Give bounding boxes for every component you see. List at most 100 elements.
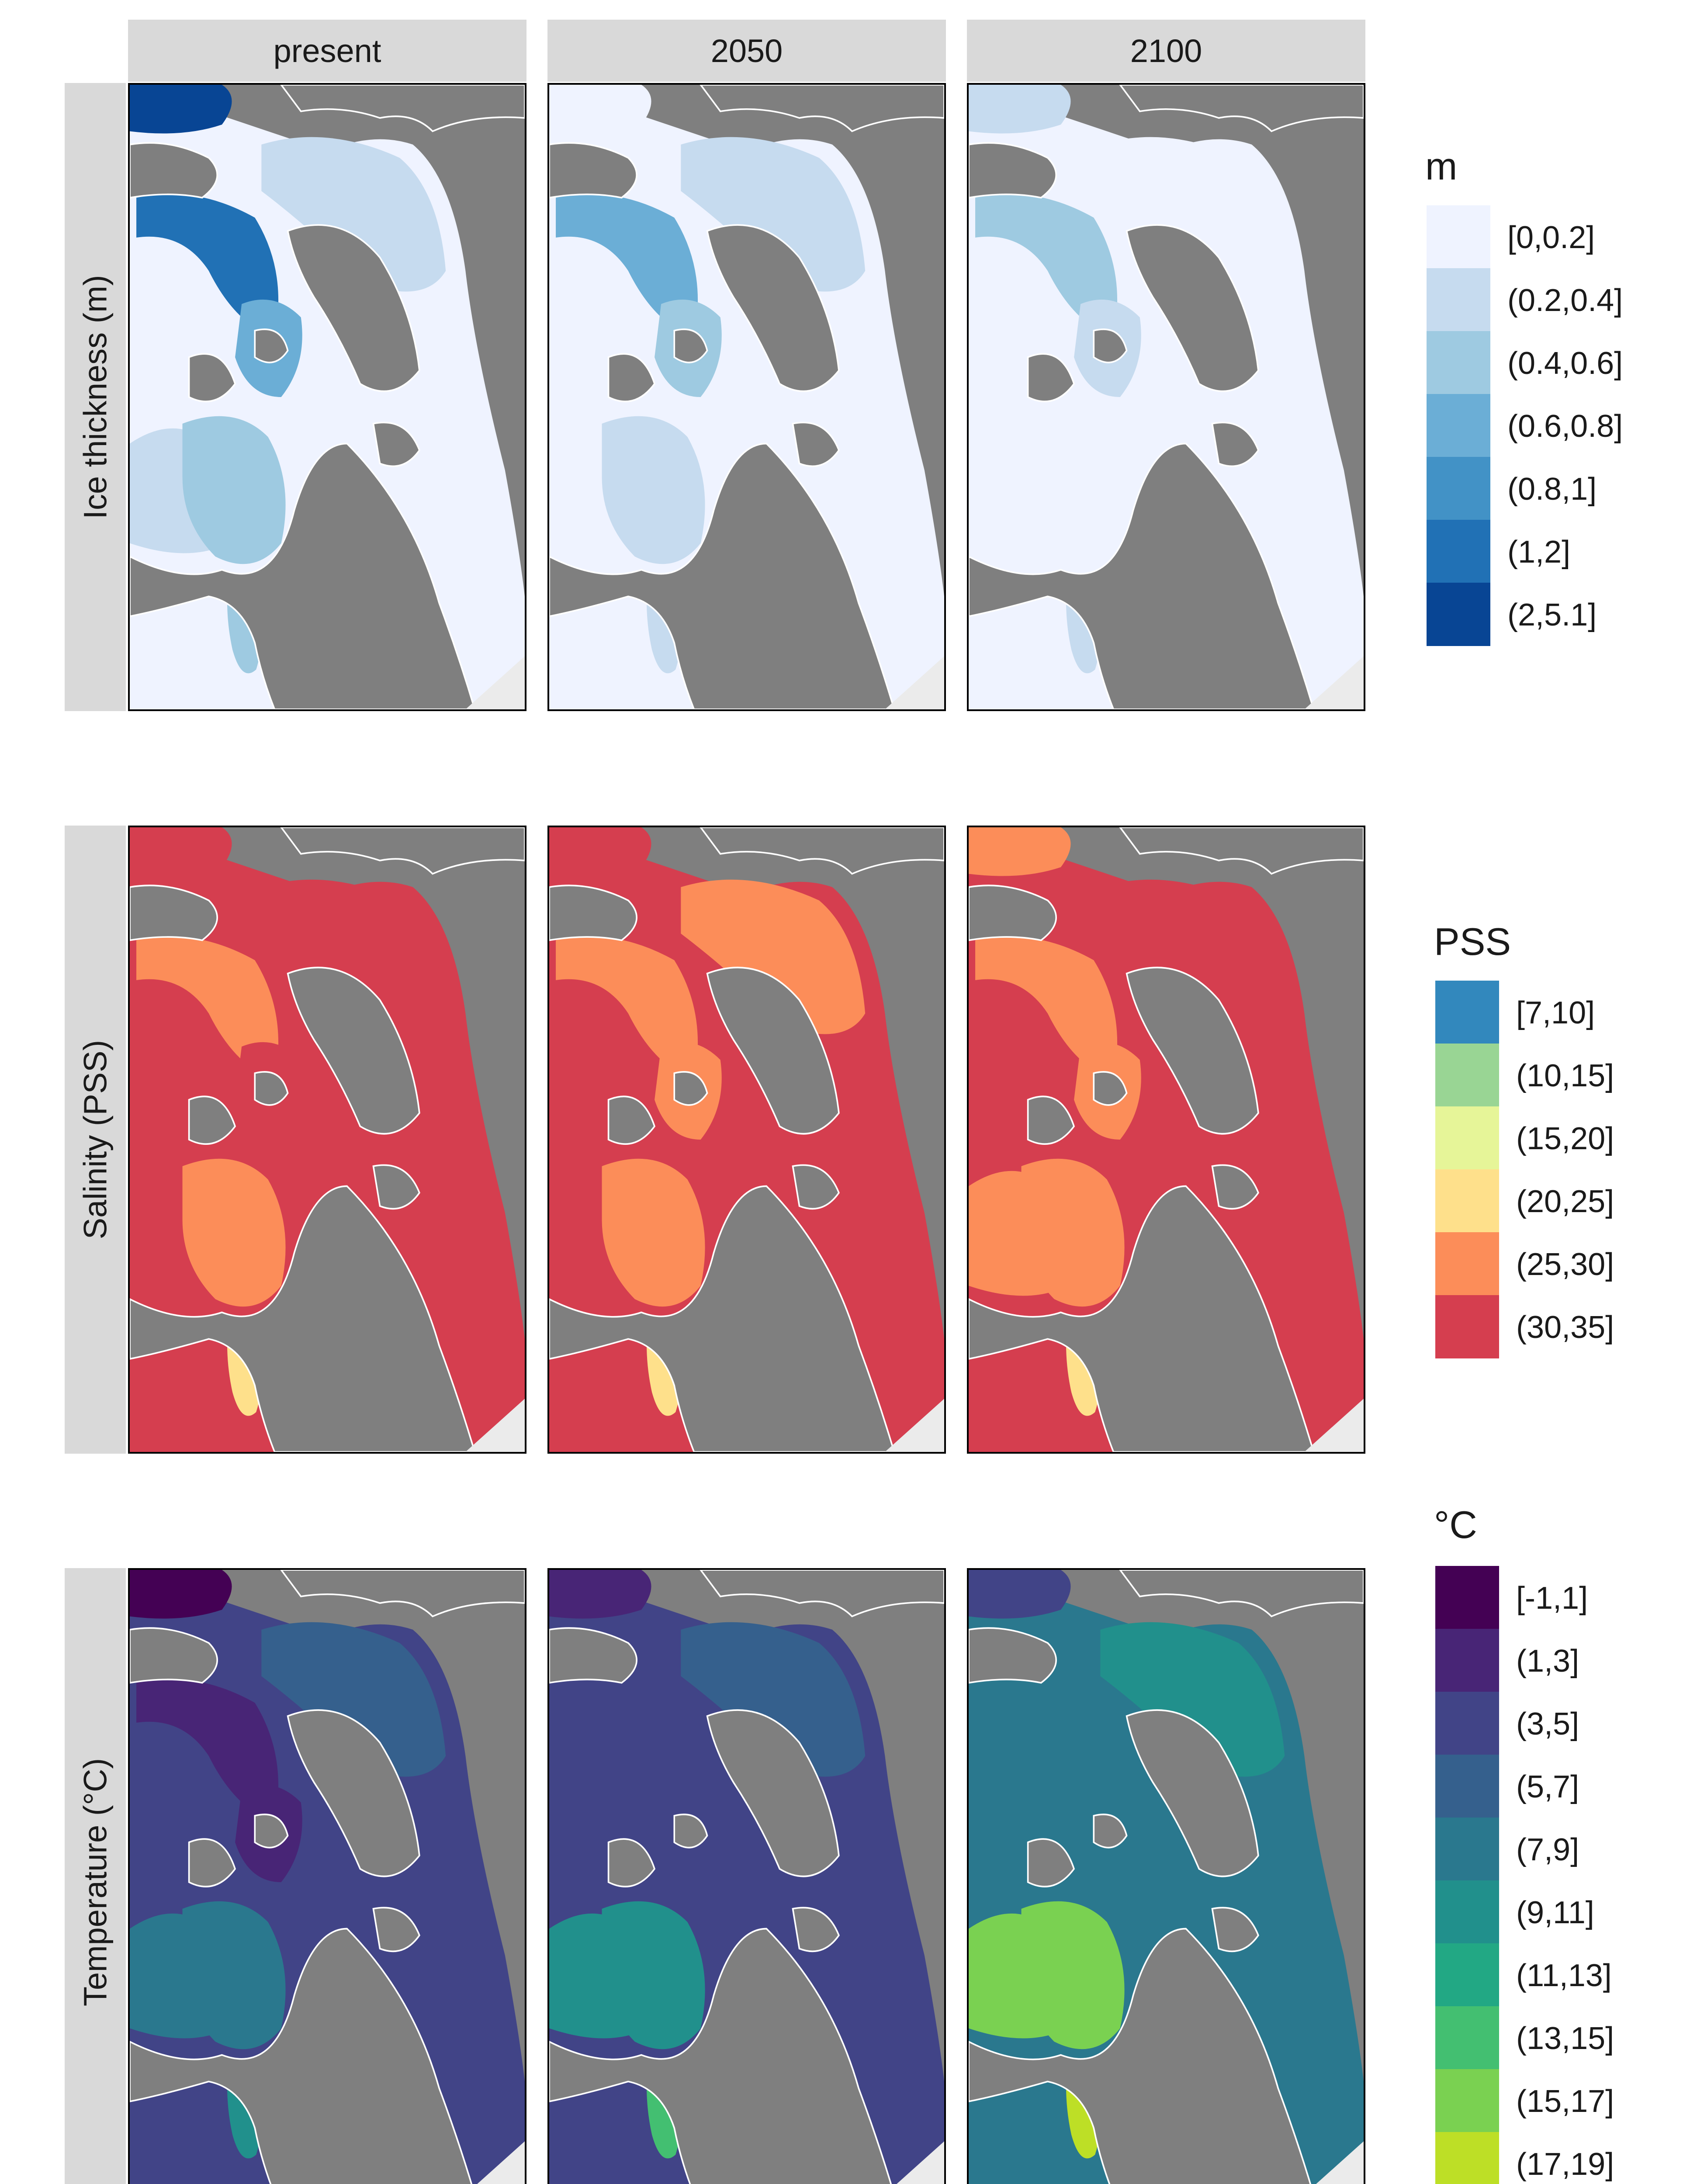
legend-key-label: (2,5.1] bbox=[1507, 598, 1597, 632]
legend-key-swatch bbox=[1427, 583, 1490, 646]
land-mass bbox=[280, 827, 525, 875]
legend-key-label: (1,3] bbox=[1516, 1644, 1579, 1679]
legend-key-label: (0.4,0.6] bbox=[1507, 346, 1623, 381]
legend-key-label: (15,17] bbox=[1516, 2084, 1614, 2119]
land-mass bbox=[706, 224, 840, 392]
map-svg bbox=[130, 1570, 525, 2184]
column-label: 2050 bbox=[710, 32, 783, 69]
land-mass bbox=[792, 422, 840, 467]
land-mass bbox=[549, 1928, 892, 2184]
row-strip-temperature: Temperature (°C) bbox=[65, 1568, 126, 2184]
legend-key-swatch bbox=[1427, 331, 1490, 394]
water-region-channel bbox=[556, 936, 698, 1080]
column-strip-2100: 2100 bbox=[967, 20, 1365, 82]
land-mass bbox=[130, 1627, 218, 1684]
legend-key-label: (3,5] bbox=[1516, 1707, 1579, 1742]
land-mass bbox=[700, 827, 944, 875]
water-region-bay bbox=[182, 1901, 286, 2049]
land-mass bbox=[549, 885, 637, 941]
water-region-centralsea bbox=[681, 1622, 866, 1777]
column-label: 2100 bbox=[1130, 32, 1202, 69]
water-region-nw bbox=[549, 1570, 651, 1619]
land-mass bbox=[188, 1095, 236, 1145]
land-mass bbox=[607, 1838, 656, 1887]
land-mass bbox=[188, 1838, 236, 1887]
legend-key-label: (7,9] bbox=[1516, 1832, 1579, 1867]
land-mass bbox=[1027, 1095, 1075, 1145]
land-mass bbox=[549, 1627, 637, 1684]
water-region-nw bbox=[130, 1570, 232, 1619]
land-mass bbox=[700, 1570, 944, 1617]
legend-key-swatch bbox=[1435, 2006, 1499, 2070]
land-mass bbox=[549, 442, 895, 709]
legend-key-swatch bbox=[1427, 205, 1490, 269]
water-region-centralsea bbox=[681, 879, 866, 1034]
legend-key-swatch bbox=[1427, 457, 1490, 520]
water-region-bay bbox=[1021, 416, 1125, 564]
legend-key-swatch bbox=[1435, 1755, 1499, 1818]
water-region-centralsea bbox=[261, 1622, 446, 1777]
land-mass bbox=[969, 1627, 1057, 1684]
land-mass bbox=[287, 967, 420, 1135]
legend-key-swatch bbox=[1435, 2069, 1499, 2132]
land-mass bbox=[130, 885, 218, 941]
water-region-bay bbox=[1021, 1158, 1125, 1307]
legend-key-swatch bbox=[1435, 1295, 1499, 1358]
water-region-channel bbox=[556, 1679, 698, 1823]
land-mass bbox=[549, 142, 637, 199]
legend-key-label: (0.8,1] bbox=[1507, 472, 1597, 507]
map-panel-ice-2100 bbox=[967, 83, 1365, 711]
land-mass bbox=[969, 1928, 1312, 2184]
land-mass bbox=[287, 224, 420, 392]
legend-key-swatch bbox=[1435, 1044, 1499, 1107]
map-panel-temperature-present bbox=[128, 1568, 526, 2184]
land-mass bbox=[1126, 967, 1259, 1135]
water-region-channel bbox=[975, 1679, 1118, 1823]
water-region-nw bbox=[549, 827, 651, 876]
water-region-channel bbox=[136, 1679, 279, 1823]
legend-key-swatch bbox=[1435, 1566, 1499, 1629]
column-strip-2050: 2050 bbox=[547, 20, 946, 82]
legend-key-swatch bbox=[1435, 1818, 1499, 1881]
land-mass bbox=[673, 328, 708, 363]
map-panel-temperature-2050 bbox=[547, 1568, 946, 2184]
land-mass bbox=[254, 1071, 289, 1106]
land-mass bbox=[969, 442, 1315, 709]
water-region-centralsea bbox=[261, 137, 446, 292]
map-svg bbox=[549, 827, 944, 1452]
water-region-nw bbox=[549, 85, 651, 134]
water-region-bay bbox=[182, 416, 286, 564]
land-mass bbox=[969, 142, 1057, 199]
water-region-nw bbox=[130, 827, 232, 876]
legend-key-label: (13,15] bbox=[1516, 2021, 1614, 2056]
land-mass bbox=[188, 353, 236, 402]
legend-key-label: (9,11] bbox=[1516, 1895, 1594, 1930]
row-label: Salinity (PSS) bbox=[77, 1040, 114, 1240]
column-label: present bbox=[273, 32, 381, 69]
legend-title: °C bbox=[1434, 1503, 1477, 1546]
legend-key-label: (5,7] bbox=[1516, 1769, 1579, 1804]
land-mass bbox=[969, 885, 1057, 941]
land-mass bbox=[1027, 1838, 1075, 1887]
row-label: Temperature (°C) bbox=[77, 1758, 114, 2007]
land-mass bbox=[549, 1185, 895, 1452]
water-region-bay bbox=[602, 1901, 705, 2049]
legend-key-label: (15,20] bbox=[1516, 1121, 1614, 1156]
map-svg bbox=[549, 1570, 944, 2184]
land-mass bbox=[130, 1928, 473, 2184]
legend-key-label: (0.2,0.4] bbox=[1507, 283, 1623, 318]
row-strip-ice-thickness: Ice thickness (m) bbox=[65, 83, 126, 711]
land-mass bbox=[706, 967, 840, 1135]
row-strip-salinity: Salinity (PSS) bbox=[65, 826, 126, 1454]
map-svg bbox=[969, 1570, 1364, 2184]
land-mass bbox=[706, 1709, 840, 1877]
legend-key-swatch bbox=[1435, 1880, 1499, 1944]
water-region-bay bbox=[1021, 1901, 1125, 2049]
water-region-nw bbox=[969, 827, 1071, 876]
land-mass bbox=[372, 422, 420, 467]
land-mass bbox=[1126, 1709, 1259, 1877]
water-region-channel bbox=[975, 194, 1118, 338]
map-panel-ice-present bbox=[128, 83, 526, 711]
water-region-channel bbox=[556, 194, 698, 338]
land-mass bbox=[673, 1071, 708, 1106]
